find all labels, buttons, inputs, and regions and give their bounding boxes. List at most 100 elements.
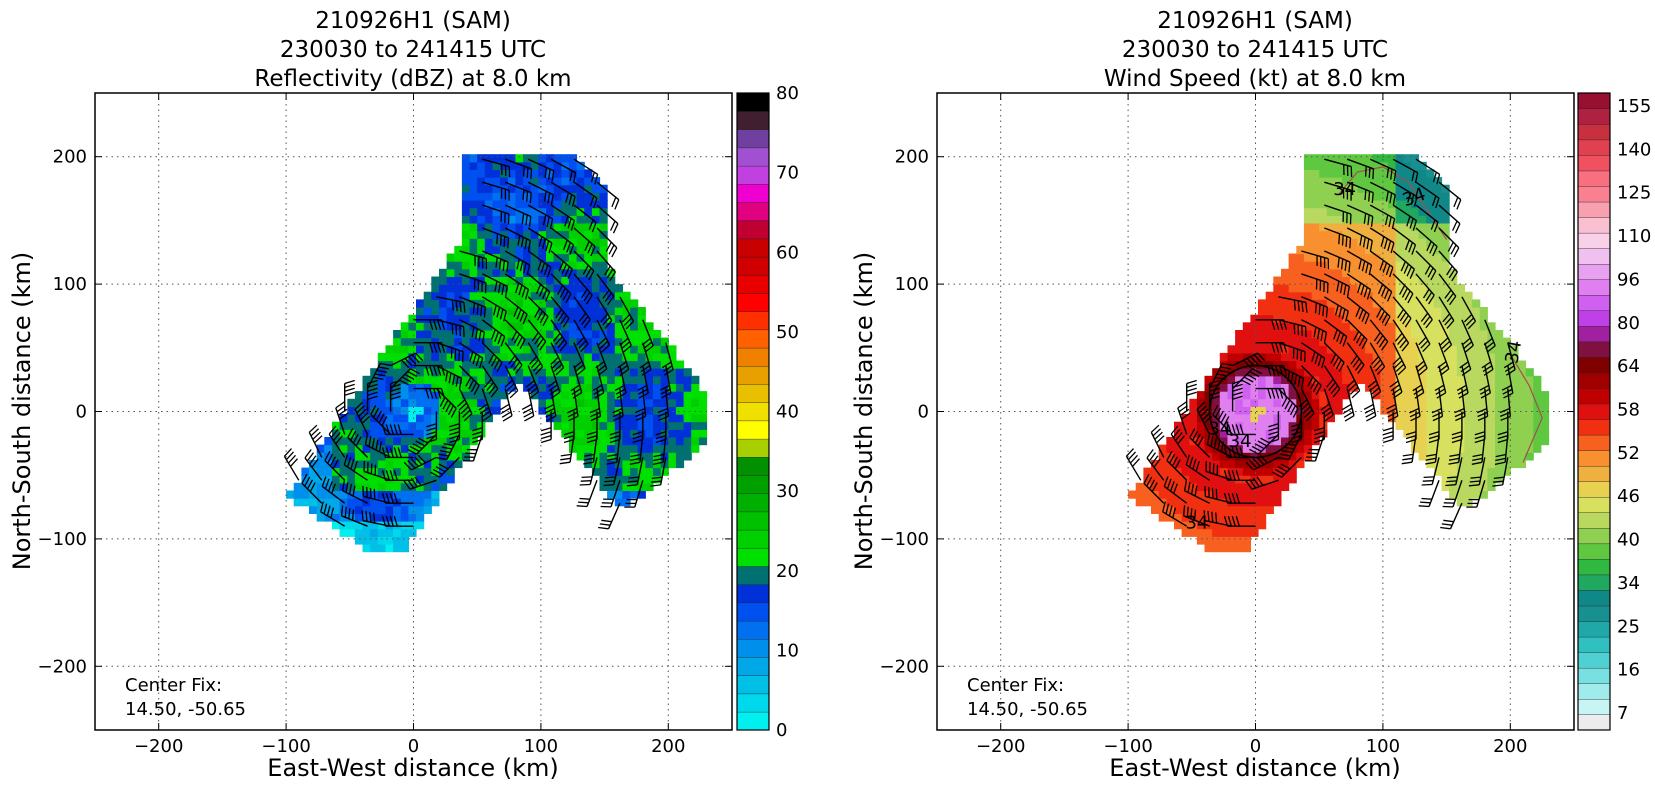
field-cell: [1380, 154, 1389, 163]
field-cell: [492, 368, 501, 377]
field-cell: [339, 437, 348, 446]
field-cell: [477, 161, 486, 170]
field-cell: [546, 184, 555, 193]
x-tick-label: 200: [651, 736, 685, 757]
field-cell: [1441, 268, 1450, 277]
field-cell: [1441, 421, 1450, 430]
colorbar-swatch: [1577, 574, 1611, 591]
wind-barb: [340, 505, 368, 527]
field-cell: [393, 406, 402, 415]
field-cell: [1151, 498, 1160, 507]
field-cell: [1418, 215, 1427, 224]
field-cell: [439, 482, 448, 491]
field-cell: [1273, 314, 1282, 323]
field-cell: [1456, 322, 1465, 331]
field-cell: [1395, 184, 1404, 193]
wind-barb: [1392, 250, 1415, 279]
field-cell: [576, 375, 585, 384]
field-cell: [1472, 467, 1481, 476]
field-cell: [1296, 452, 1305, 461]
field-cell: [377, 452, 386, 461]
field-cell: [1441, 200, 1450, 209]
field-cell: [1311, 337, 1320, 346]
colorbar-tick-label: 16: [1617, 660, 1640, 681]
wind-barb: [343, 454, 368, 481]
field-cell: [1250, 421, 1259, 430]
field-cell: [645, 368, 654, 377]
field-cell: [576, 307, 585, 316]
field-cell: [393, 383, 402, 392]
field-cell: [454, 299, 463, 308]
field-cell: [1449, 276, 1458, 285]
field-cell: [645, 482, 654, 491]
field-cell: [439, 337, 448, 346]
wind-barb: [1369, 342, 1386, 375]
field-cell: [1433, 391, 1443, 400]
field-cell: [622, 314, 631, 323]
wind-barb: [1323, 273, 1350, 297]
field-cell: [1372, 337, 1381, 346]
field-cell: [431, 444, 440, 453]
field-cell: [454, 375, 463, 384]
wind-barb: [1503, 342, 1516, 376]
field-cell: [1273, 452, 1282, 461]
field-cell: [446, 437, 455, 446]
field-cell: [1158, 490, 1167, 499]
field-cell: [515, 322, 524, 331]
wind-barb: [1320, 388, 1334, 422]
field-cell: [599, 475, 608, 484]
field-cell: [584, 314, 593, 323]
wind-barb: [366, 362, 391, 389]
field-cell: [385, 398, 394, 407]
field-cell: [431, 437, 440, 446]
field-cell: [1502, 368, 1511, 377]
field-cell: [1174, 513, 1183, 522]
field-cell: [515, 352, 524, 362]
field-cell: [377, 383, 386, 392]
contour-label: 34: [1501, 339, 1526, 365]
field-cell: [339, 459, 348, 469]
colorbar-swatch: [736, 456, 770, 476]
field-cell: [546, 161, 555, 170]
colorbar-tick-label: 52: [1617, 443, 1640, 464]
wind-barb: [390, 352, 424, 369]
field-cell: [1342, 276, 1351, 285]
field-cell: [1273, 437, 1282, 446]
field-cell: [1311, 161, 1320, 170]
field-cell: [1357, 238, 1366, 247]
field-cell: [530, 184, 539, 193]
field-cell: [400, 467, 409, 476]
field-cell: [1334, 245, 1343, 255]
field-cell: [1449, 429, 1458, 438]
field-cell: [1212, 475, 1221, 484]
field-cell: [1464, 429, 1473, 438]
field-cell: [370, 368, 379, 377]
colorbar-swatch: [736, 110, 770, 130]
field-cell: [1258, 330, 1267, 339]
field-cell: [1388, 391, 1397, 400]
field-cell: [1189, 406, 1198, 415]
field-cell: [1517, 452, 1527, 461]
wind-barb: [1461, 319, 1474, 353]
field-cell: [1273, 429, 1282, 438]
field-cell: [668, 444, 677, 453]
field-cell: [1495, 475, 1504, 484]
wind-barb: [1212, 405, 1234, 435]
field-cell: [423, 444, 432, 453]
field-cell: [561, 391, 570, 400]
field-cell: [301, 475, 310, 484]
field-cell: [1296, 391, 1305, 400]
field-cell: [492, 398, 501, 407]
field-cell: [461, 307, 471, 316]
field-cell: [500, 375, 509, 384]
field-cell: [1174, 482, 1183, 491]
field-cell: [492, 230, 501, 239]
field-cell: [607, 307, 616, 316]
field-cell: [1395, 261, 1404, 270]
field-cell: [1265, 475, 1274, 484]
wind-barb: [619, 296, 635, 330]
field-cell: [653, 375, 662, 384]
field-cell: [1403, 352, 1412, 362]
wind-barb: [1392, 273, 1414, 304]
field-cell: [591, 375, 601, 384]
